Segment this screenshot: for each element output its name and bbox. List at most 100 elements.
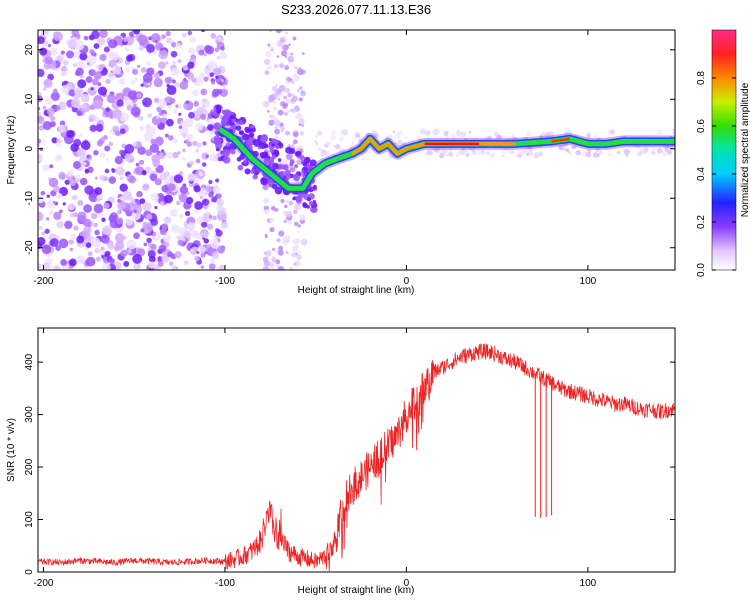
noise-blob bbox=[124, 153, 134, 162]
noise-blob bbox=[295, 150, 301, 157]
noise-blob bbox=[201, 98, 207, 104]
noise-blob bbox=[47, 73, 55, 81]
noise-blob bbox=[314, 139, 318, 143]
noise-blob bbox=[291, 95, 298, 102]
noise-blob bbox=[169, 97, 176, 104]
noise-blob bbox=[386, 134, 393, 141]
noise-blob bbox=[99, 30, 108, 39]
noise-blob bbox=[178, 171, 184, 176]
noise-blob bbox=[298, 97, 303, 102]
noise-blob bbox=[46, 194, 50, 198]
noise-blob bbox=[103, 46, 110, 53]
bottom-x-tick-label: 100 bbox=[580, 578, 597, 589]
snr-line bbox=[38, 343, 675, 572]
noise-blob bbox=[587, 149, 591, 153]
noise-blob bbox=[186, 141, 192, 147]
noise-blob bbox=[133, 263, 141, 270]
noise-blob bbox=[38, 263, 42, 269]
noise-blob bbox=[237, 164, 244, 171]
noise-blob bbox=[198, 49, 205, 56]
noise-blob bbox=[66, 50, 75, 59]
noise-blob bbox=[184, 210, 191, 217]
top-x-tick-label: 100 bbox=[580, 276, 597, 287]
noise-blob bbox=[140, 83, 144, 87]
noise-blob bbox=[114, 240, 125, 251]
noise-blob bbox=[291, 252, 296, 258]
bottom-y-tick-label: 100 bbox=[24, 511, 35, 528]
noise-blob bbox=[172, 267, 178, 270]
colorbar: 0.0 0.2 0.4 0.6 0.8 Normalized spectral ampl… bbox=[696, 29, 750, 277]
noise-blob bbox=[448, 152, 454, 158]
noise-blob bbox=[292, 237, 300, 245]
noise-blob bbox=[294, 76, 300, 82]
noise-blob bbox=[187, 61, 195, 69]
noise-blob bbox=[493, 131, 499, 137]
noise-blob bbox=[105, 107, 110, 112]
colorbar-tick-label: 0.6 bbox=[696, 119, 707, 133]
noise-blob bbox=[485, 151, 490, 156]
noise-blob bbox=[141, 170, 147, 175]
noise-blob bbox=[300, 90, 307, 97]
noise-blob bbox=[111, 168, 116, 173]
noise-blob bbox=[88, 114, 96, 123]
noise-blob bbox=[137, 248, 146, 257]
noise-blob bbox=[150, 33, 161, 43]
noise-blob bbox=[38, 115, 45, 125]
noise-blob bbox=[331, 129, 337, 135]
noise-blob bbox=[161, 149, 165, 153]
noise-blob bbox=[105, 78, 111, 85]
noise-blob bbox=[201, 198, 210, 206]
noise-blob bbox=[446, 154, 449, 157]
noise-blob bbox=[289, 108, 294, 112]
noise-blob bbox=[172, 61, 176, 65]
noise-blob bbox=[216, 193, 222, 199]
noise-blob bbox=[292, 93, 295, 96]
noise-blob bbox=[196, 142, 202, 148]
noise-blob bbox=[392, 130, 396, 134]
noise-blob bbox=[263, 157, 270, 165]
noise-blob bbox=[296, 254, 302, 261]
noise-blob bbox=[176, 200, 181, 206]
noise-blob bbox=[132, 30, 141, 35]
noise-blob bbox=[470, 147, 476, 153]
noise-blob bbox=[205, 45, 215, 55]
noise-blob bbox=[275, 30, 282, 34]
noise-blob bbox=[612, 154, 616, 158]
noise-blob bbox=[135, 162, 140, 167]
noise-blob bbox=[143, 242, 148, 247]
noise-blob bbox=[300, 123, 305, 128]
noise-blob bbox=[114, 155, 124, 165]
noise-blob bbox=[212, 185, 220, 194]
noise-blob bbox=[95, 256, 101, 262]
noise-blob bbox=[201, 30, 206, 33]
noise-blob bbox=[292, 196, 297, 200]
noise-blob bbox=[66, 169, 74, 177]
noise-blob bbox=[285, 130, 290, 136]
noise-blob bbox=[71, 194, 78, 201]
noise-blob bbox=[593, 134, 597, 138]
noise-blob bbox=[153, 72, 161, 79]
noise-blob bbox=[218, 80, 223, 85]
noise-blob bbox=[170, 50, 178, 58]
noise-blob bbox=[167, 251, 173, 258]
noise-blob bbox=[278, 230, 285, 237]
noise-blob bbox=[178, 112, 182, 116]
noise-blob bbox=[97, 82, 102, 87]
noise-blob bbox=[74, 40, 85, 51]
noise-blob bbox=[177, 59, 182, 64]
noise-blob bbox=[126, 55, 133, 62]
noise-blob bbox=[285, 31, 288, 35]
noise-blob bbox=[123, 96, 129, 101]
noise-blob bbox=[184, 260, 189, 265]
top-y-axis-label: Frequency (Hz) bbox=[6, 116, 17, 185]
noise-blob bbox=[215, 75, 219, 79]
noise-blob bbox=[662, 150, 669, 157]
noise-blob bbox=[55, 154, 63, 162]
noise-blob bbox=[268, 119, 275, 126]
noise-blob bbox=[174, 251, 182, 259]
noise-blob bbox=[50, 47, 58, 56]
noise-blob bbox=[106, 93, 116, 104]
noise-blob bbox=[244, 168, 251, 175]
noise-blob bbox=[164, 133, 169, 138]
